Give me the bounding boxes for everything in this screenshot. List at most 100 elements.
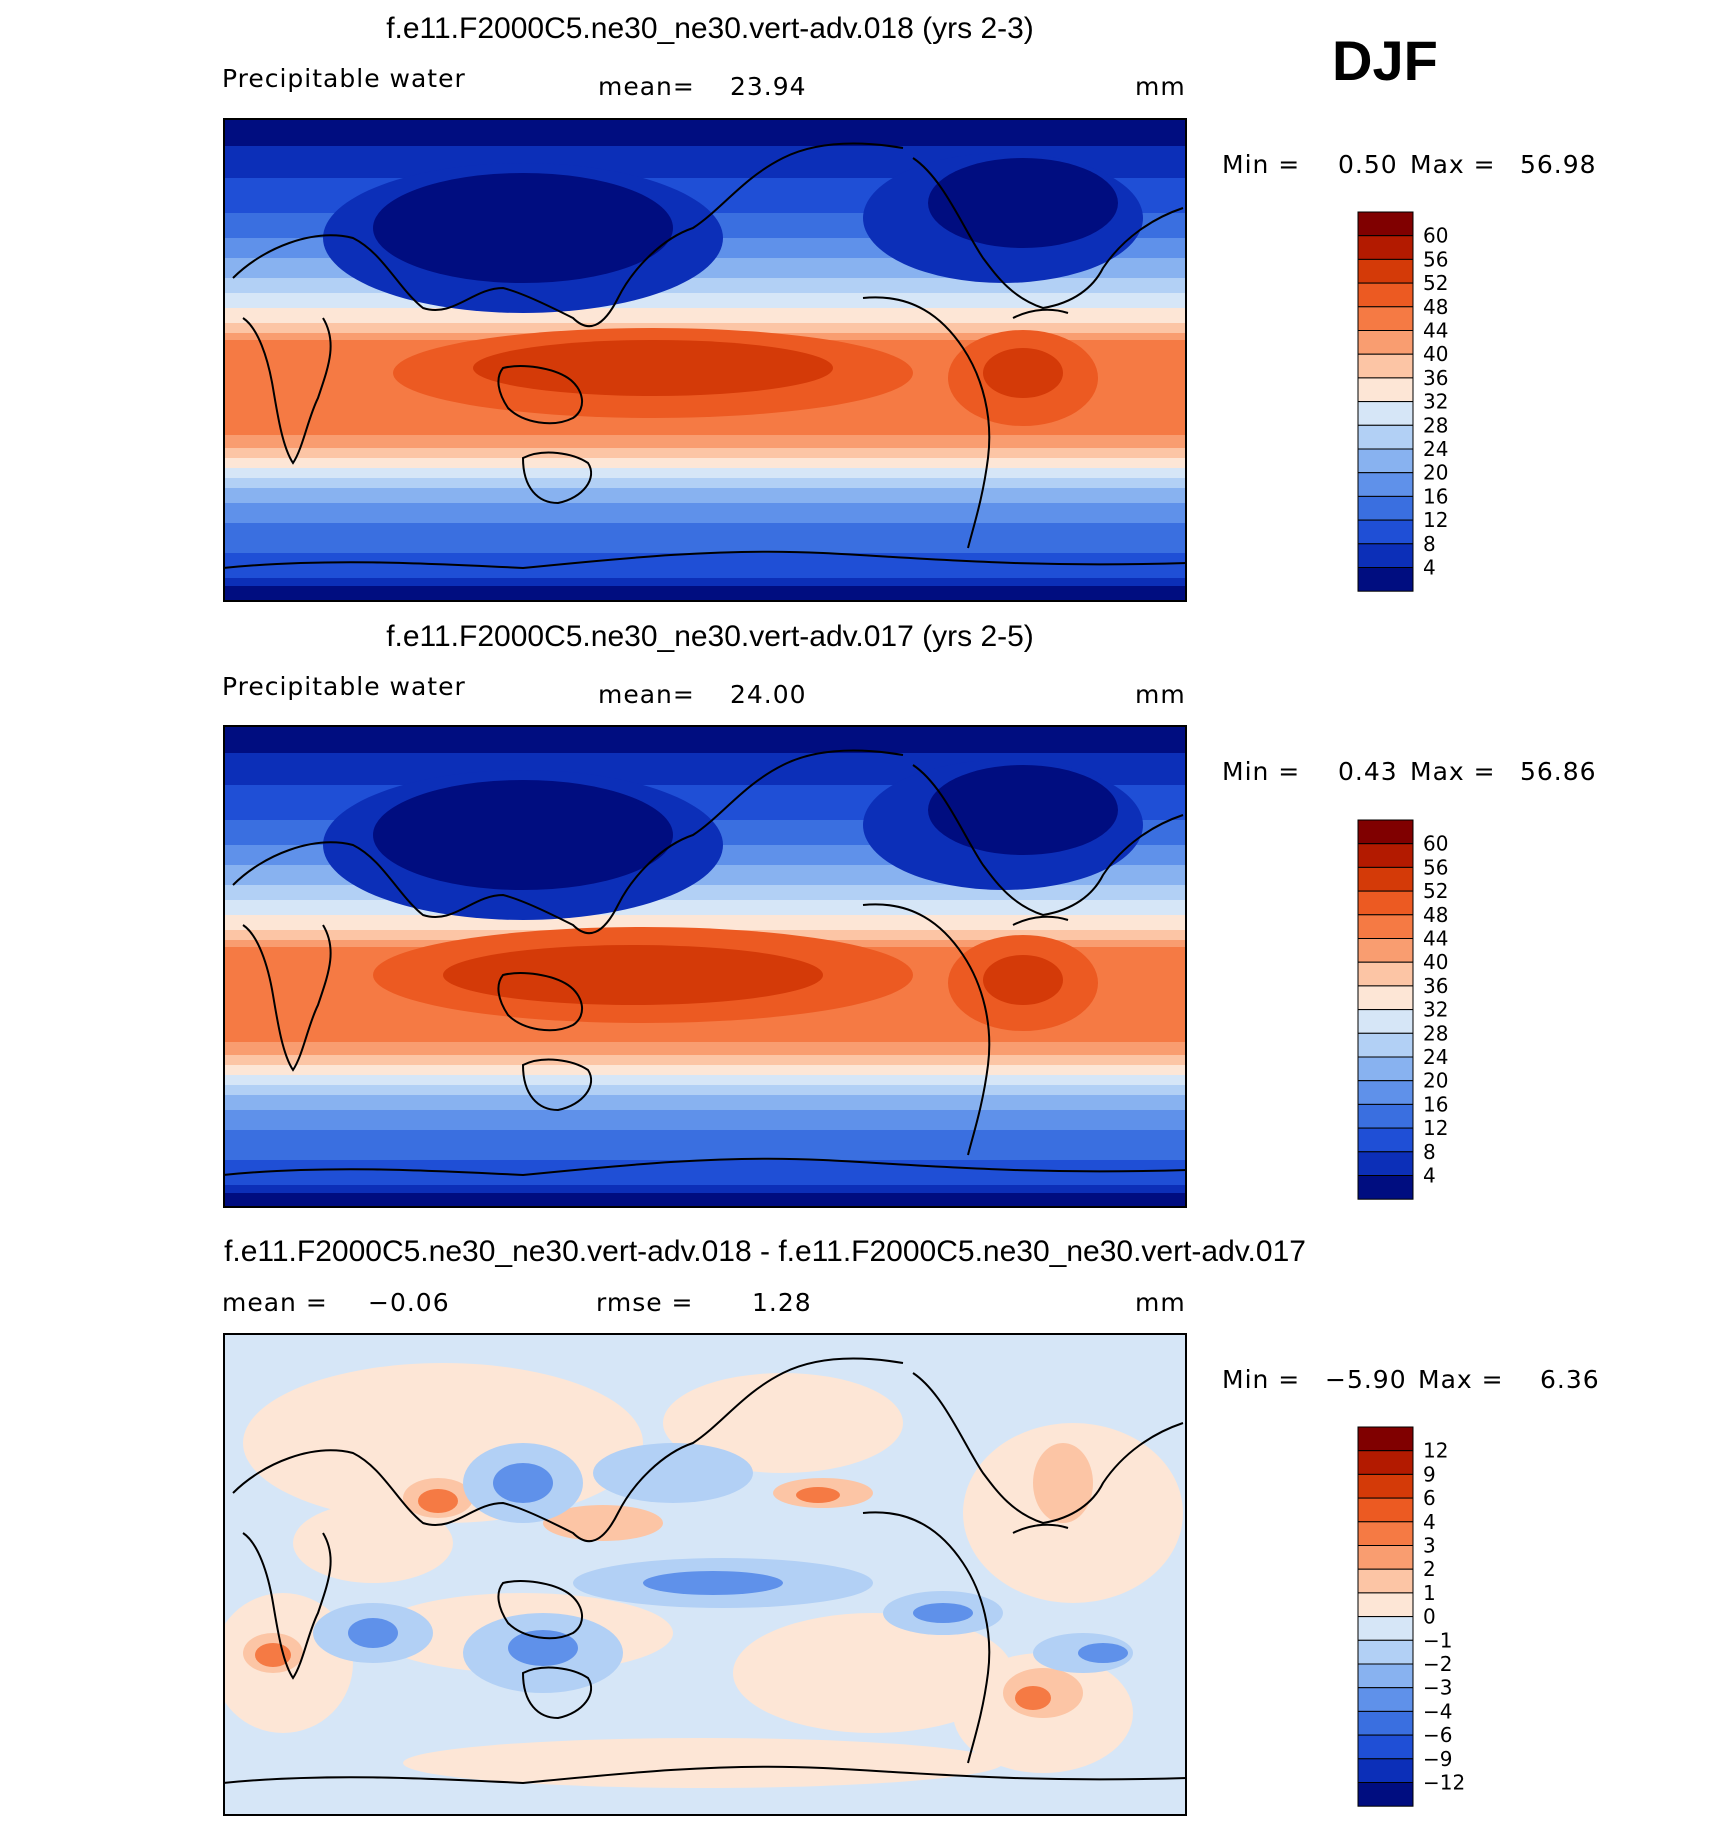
panel-3-map xyxy=(223,1333,1187,1816)
colorbar-tick-label: 8 xyxy=(1423,532,1436,556)
colorbar-swatch xyxy=(1357,1032,1414,1058)
colorbar-swatch xyxy=(1357,235,1414,260)
panel-1-max-value: 56.98 xyxy=(1520,150,1597,179)
colorbar-swatch xyxy=(1357,330,1414,355)
panel-3-rmse-label: rmse = xyxy=(596,1288,694,1317)
panel-2-max-value: 56.86 xyxy=(1520,757,1597,786)
panel-2-map xyxy=(223,725,1187,1208)
colorbar-swatch xyxy=(1357,495,1414,521)
colorbar-swatch xyxy=(1357,1450,1414,1475)
colorbar-tick-label: 40 xyxy=(1423,950,1448,974)
colorbar-tick-label: 20 xyxy=(1423,1069,1448,1093)
panel-3-min-label: Min = xyxy=(1222,1365,1301,1394)
colorbar-swatch xyxy=(1357,890,1414,916)
colorbar-swatch xyxy=(1357,1545,1414,1570)
colorbar-tick-label: −4 xyxy=(1423,1699,1452,1723)
colorbar-swatch xyxy=(1357,1663,1414,1689)
colorbar-tick-label: 32 xyxy=(1423,390,1448,414)
panel-1-title: f.e11.F2000C5.ne30_ne30.vert-adv.018 (yr… xyxy=(386,12,1034,45)
panel-1-map xyxy=(223,118,1187,602)
colorbar-tick-label: 40 xyxy=(1423,342,1448,366)
colorbar-tick-label: 60 xyxy=(1423,224,1448,248)
season-label: DJF xyxy=(1332,29,1438,92)
colorbar-tick-label: 28 xyxy=(1423,1021,1448,1045)
colorbar-swatch xyxy=(1357,866,1414,892)
colorbar-tick-label: 56 xyxy=(1423,855,1448,879)
colorbar-tick-label: 44 xyxy=(1423,319,1448,343)
colorbar-swatch xyxy=(1357,1151,1414,1176)
panel-3-title: f.e11.F2000C5.ne30_ne30.vert-adv.018 - f… xyxy=(224,1235,1306,1268)
colorbar-tick-label: −6 xyxy=(1423,1723,1452,1747)
colorbar-swatch xyxy=(1357,1687,1414,1712)
panel-2-mean-value: 24.00 xyxy=(730,680,807,709)
colorbar-swatch xyxy=(1357,567,1414,592)
colorbar-tick-label: 4 xyxy=(1423,1164,1436,1188)
colorbar-swatch xyxy=(1357,1127,1414,1153)
colorbar-tick-label: 48 xyxy=(1423,903,1448,927)
panel-1-variable: Precipitable water xyxy=(222,64,466,93)
colorbar-swatch xyxy=(1357,985,1414,1011)
colorbar-swatch xyxy=(1357,914,1414,940)
colorbar-swatch xyxy=(1357,448,1414,474)
panel-3-min-value: −5.90 xyxy=(1325,1365,1407,1394)
colorbar-swatch xyxy=(1357,306,1414,332)
colorbar-tick-label: −2 xyxy=(1423,1652,1452,1676)
panel-2-min-value: 0.43 xyxy=(1338,757,1398,786)
colorbar-tick-label: 24 xyxy=(1423,1045,1448,1069)
colorbar-swatch xyxy=(1357,1568,1414,1594)
colorbar-tick-label: −9 xyxy=(1423,1747,1452,1771)
colorbar-tick-label: 16 xyxy=(1423,484,1448,508)
colorbar-swatch xyxy=(1357,819,1414,845)
colorbar-swatch xyxy=(1357,401,1414,426)
colorbar-swatch xyxy=(1357,1175,1414,1200)
colorbar-tick-label: 48 xyxy=(1423,295,1448,319)
panel-3-mean-value: −0.06 xyxy=(368,1288,450,1317)
colorbar-swatch xyxy=(1357,1103,1414,1129)
colorbar-tick-label: 2 xyxy=(1423,1557,1436,1581)
colorbar-tick-label: 0 xyxy=(1423,1605,1436,1629)
colorbar-tick-label: 52 xyxy=(1423,271,1448,295)
colorbar-tick-label: 16 xyxy=(1423,1092,1448,1116)
panel-2-max-label: Max = xyxy=(1410,757,1496,786)
colorbar-tick-label: 8 xyxy=(1423,1140,1436,1164)
colorbar-swatch xyxy=(1357,1056,1414,1082)
colorbar-tick-label: 60 xyxy=(1423,832,1448,856)
panel-3-max-label: Max = xyxy=(1418,1365,1504,1394)
panel-1-units: mm xyxy=(1135,72,1186,101)
panel-1-max-label: Max = xyxy=(1410,150,1496,179)
panel-1-mean-label: mean= xyxy=(598,72,695,101)
colorbar-swatch xyxy=(1357,1009,1414,1034)
colorbar-swatch xyxy=(1357,1758,1414,1783)
colorbar-swatch xyxy=(1357,1080,1414,1105)
colorbar-tick-label: 44 xyxy=(1423,927,1448,951)
panel-2-mean-label: mean= xyxy=(598,680,695,709)
colorbar-tick-label: 4 xyxy=(1423,556,1436,580)
colorbar-swatch xyxy=(1357,843,1414,868)
colorbar-swatch xyxy=(1357,258,1414,284)
panel-2-units: mm xyxy=(1135,680,1186,709)
colorbar-swatch xyxy=(1357,1616,1414,1641)
colorbar-swatch xyxy=(1357,961,1414,987)
colorbar-tick-label: 1 xyxy=(1423,1581,1436,1605)
panel-2-min-label: Min = xyxy=(1222,757,1301,786)
panel-3-rmse-value: 1.28 xyxy=(752,1288,812,1317)
colorbar-tick-label: −1 xyxy=(1423,1628,1452,1652)
colorbar-tick-label: 6 xyxy=(1423,1486,1436,1510)
colorbar-swatch xyxy=(1357,1473,1414,1499)
colorbar-tick-label: 36 xyxy=(1423,366,1448,390)
colorbar-swatch xyxy=(1357,1734,1414,1760)
colorbar-swatch xyxy=(1357,353,1414,379)
colorbar-tick-label: 3 xyxy=(1423,1534,1436,1558)
panel-3-units: mm xyxy=(1135,1288,1186,1317)
colorbar-tick-label: 12 xyxy=(1423,508,1448,532)
colorbar-tick-label: −3 xyxy=(1423,1676,1452,1700)
colorbar-swatch xyxy=(1357,519,1414,545)
colorbar-tick-label: 52 xyxy=(1423,879,1448,903)
colorbar-swatch xyxy=(1357,1497,1414,1523)
colorbar-swatch xyxy=(1357,1592,1414,1618)
colorbar-swatch xyxy=(1357,1521,1414,1547)
colorbar-swatch xyxy=(1357,472,1414,497)
colorbar-tick-label: 36 xyxy=(1423,974,1448,998)
